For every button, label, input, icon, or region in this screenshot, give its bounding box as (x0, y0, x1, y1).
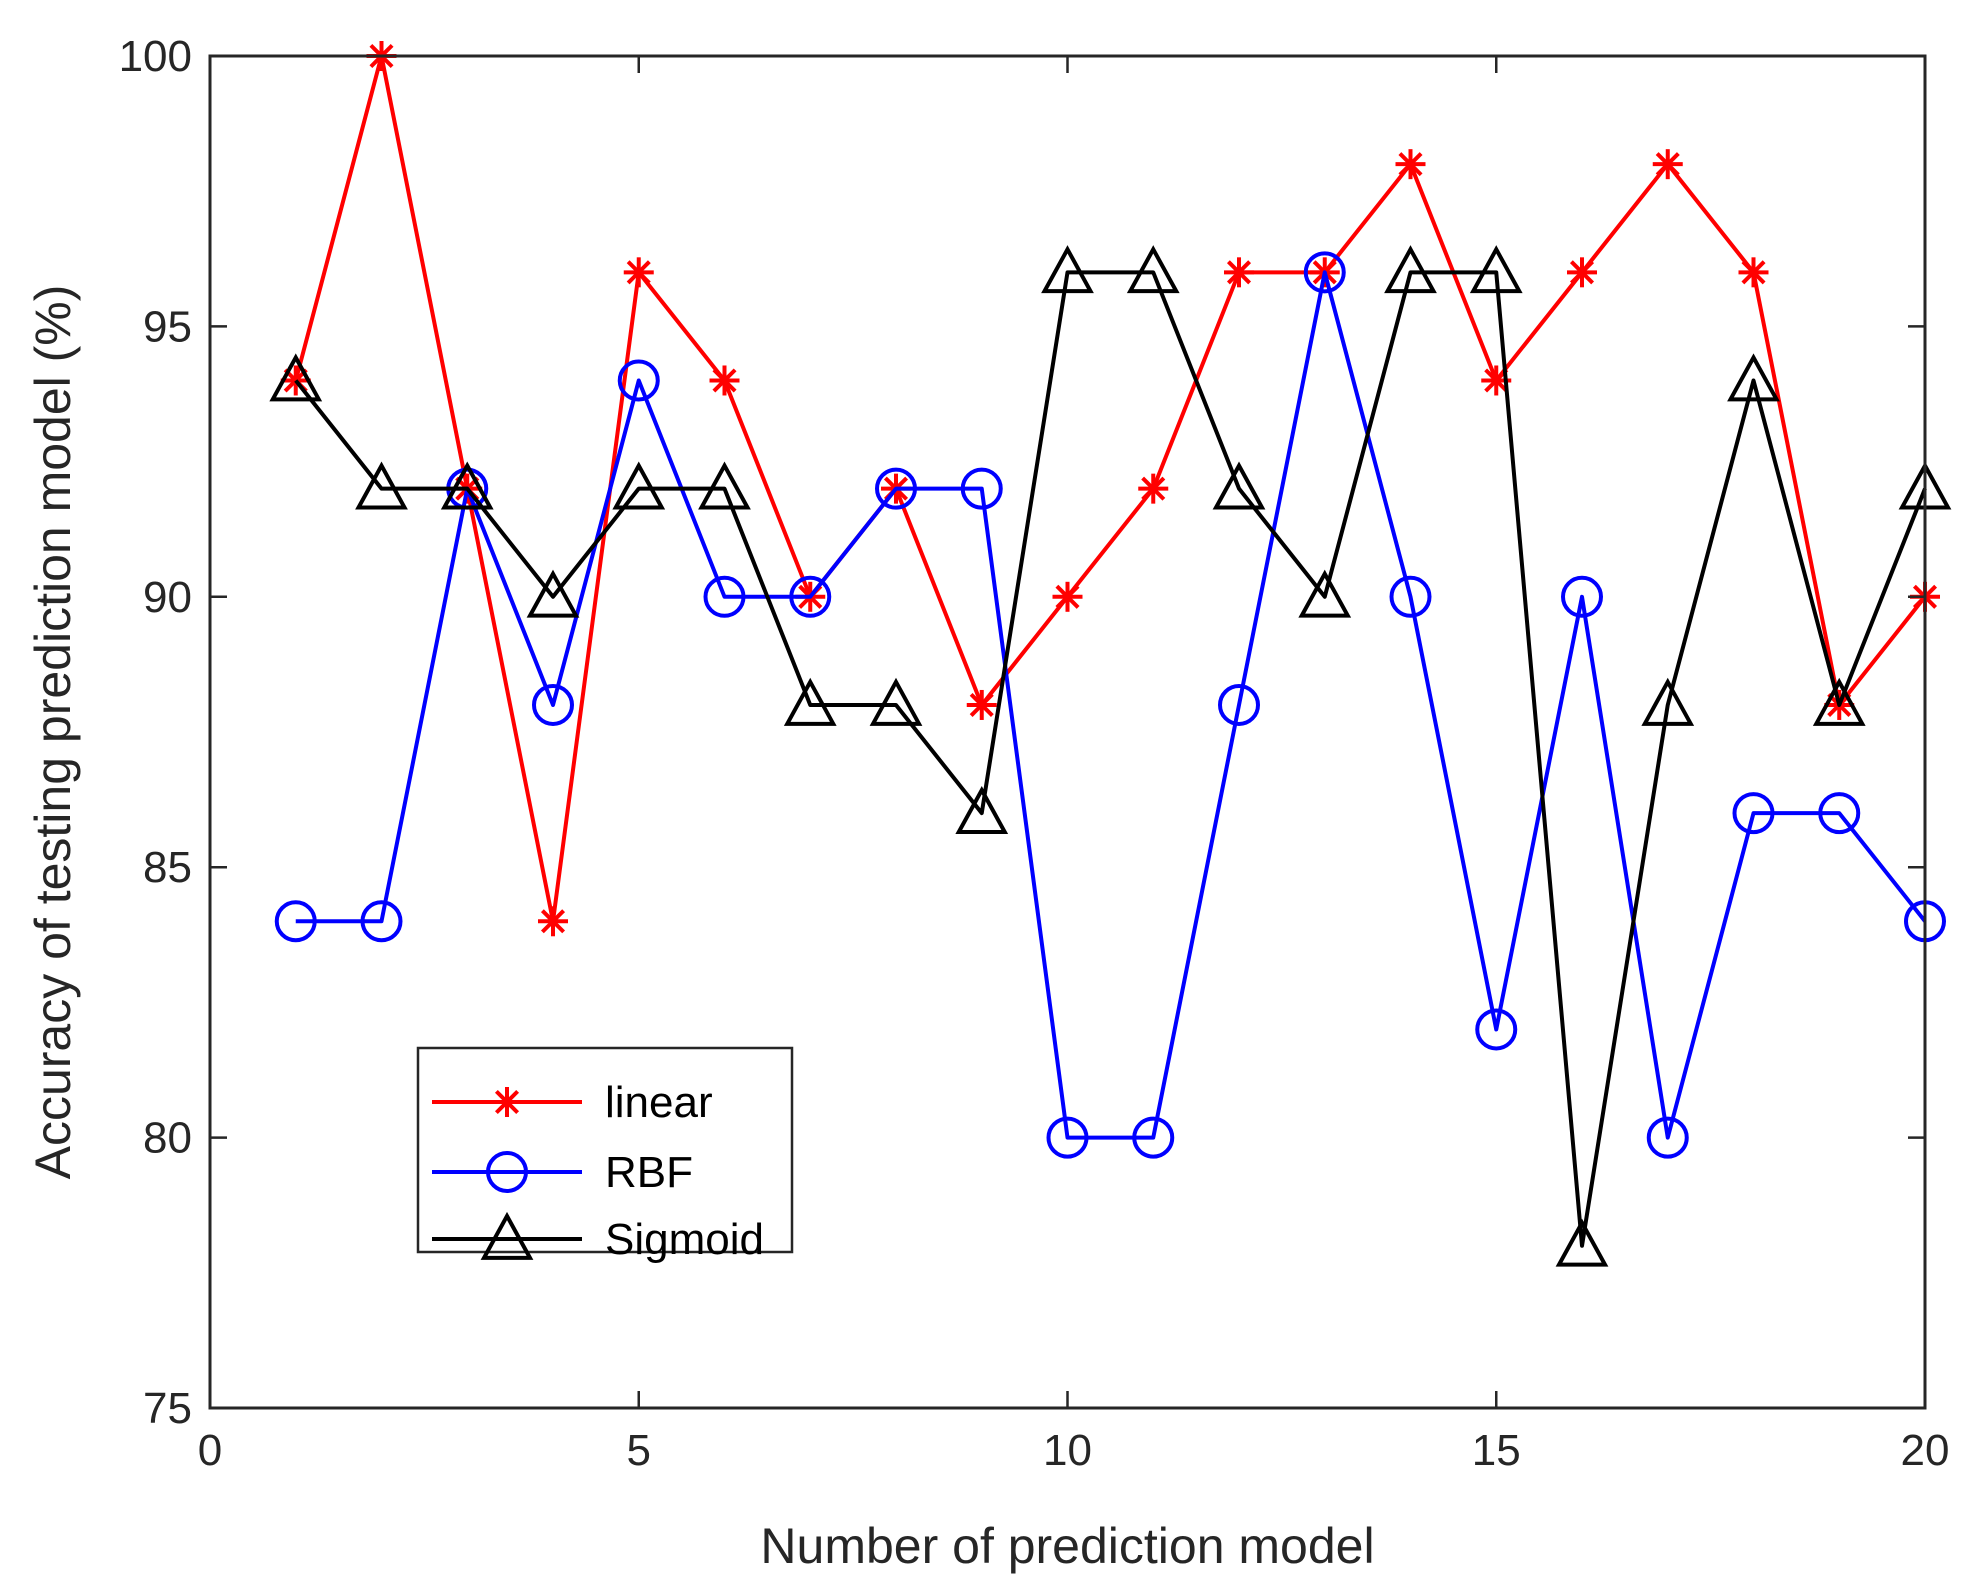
data-point-sigmoid (1812, 677, 1866, 726)
axis-layer: 0 5 10 15 20 75 80 85 90 95 100 (119, 32, 1950, 1475)
data-point-linear (1395, 149, 1426, 180)
data-point-rbf (1303, 251, 1346, 294)
data-point-rbf (1818, 792, 1861, 835)
data-point-sigmoid (1469, 245, 1523, 294)
data-point-rbf (274, 900, 317, 943)
data-point-sigmoid (1641, 677, 1695, 726)
data-point-linear (1738, 257, 1769, 288)
data-point-sigmoid (269, 353, 323, 402)
legend-label-sigmoid: Sigmoid (605, 1215, 764, 1264)
data-point-sigmoid (1041, 245, 1094, 294)
data-point-linear (623, 257, 654, 288)
x-tick-label: 15 (1472, 1426, 1521, 1475)
data-point-sigmoid (783, 677, 837, 726)
series-line-rbf (295, 270, 1927, 1140)
data-point-rbf (1046, 1116, 1089, 1159)
data-point-sigmoid (955, 785, 1009, 834)
data-point-rbf (1561, 575, 1603, 618)
asterisk-stroke (1655, 152, 1680, 177)
data-point-sigmoid (1212, 461, 1266, 510)
data-point-rbf (960, 467, 1003, 510)
legend-entry-rbf: RBF (432, 1148, 693, 1197)
asterisk-stroke (1741, 260, 1766, 285)
y-axis-label: Accuracy of testing prediction model (%) (25, 285, 81, 1180)
data-point-rbf (360, 900, 403, 943)
asterisk-stroke (1055, 584, 1080, 609)
data-point-sigmoid (1555, 1218, 1609, 1267)
data-point-linear (538, 906, 568, 937)
data-point-sigmoid (612, 461, 666, 510)
series-rbf (274, 251, 1946, 1159)
legend-marker-linear (492, 1087, 522, 1117)
asterisk-stroke (1398, 152, 1423, 177)
series-layer (269, 41, 1952, 1267)
data-point-rbf (1732, 792, 1775, 835)
data-point-sigmoid (355, 461, 408, 510)
asterisk-stroke (1226, 260, 1252, 285)
legend: linear RBF Sigmoid (416, 1046, 794, 1264)
data-point-linear (709, 365, 740, 396)
data-point-rbf (1475, 1008, 1518, 1051)
legend-label-linear: linear (605, 1078, 713, 1127)
data-point-linear (966, 689, 997, 720)
data-point-rbf (789, 575, 832, 618)
data-point-linear (1567, 257, 1597, 288)
legend-entries: linear RBF Sigmoid (432, 1078, 764, 1264)
x-tick-label: 10 (1043, 1426, 1092, 1475)
asterisk-stroke (969, 692, 994, 717)
data-point-linear (1138, 473, 1169, 504)
asterisk-stroke (712, 368, 737, 393)
data-point-rbf (1389, 575, 1432, 618)
y-tick-label: 75 (143, 1384, 192, 1433)
legend-box (416, 1046, 794, 1254)
data-point-rbf (703, 575, 746, 618)
data-point-sigmoid (1298, 569, 1352, 618)
data-point-linear (1224, 257, 1254, 288)
legend-entry-sigmoid: Sigmoid (432, 1211, 764, 1264)
asterisk-stroke (1141, 476, 1166, 501)
data-point-sigmoid (1727, 353, 1780, 402)
y-tick-label: 80 (143, 1114, 192, 1163)
series-line-linear (293, 54, 1927, 924)
data-point-sigmoid (440, 461, 494, 510)
asterisk-stroke (626, 260, 651, 285)
asterisk-stroke (1569, 260, 1595, 285)
legend-marker-rbf (486, 1151, 528, 1193)
data-point-rbf (1218, 683, 1260, 726)
data-point-linear (1652, 149, 1683, 180)
x-tick-label: 20 (1901, 1426, 1950, 1475)
x-tick-label: 5 (627, 1426, 651, 1475)
data-point-sigmoid (869, 677, 923, 726)
data-point-rbf (875, 467, 917, 510)
data-point-rbf (1646, 1116, 1689, 1159)
y-tick-label: 95 (143, 302, 192, 351)
series-sigmoid (269, 245, 1952, 1267)
data-point-rbf (617, 359, 660, 402)
asterisk-stroke (494, 1089, 520, 1115)
legend-label-rbf: RBF (605, 1148, 693, 1197)
y-tick-label: 90 (143, 573, 192, 622)
legend-entry-linear: linear (432, 1078, 713, 1127)
legend-marker-sigmoid (480, 1211, 534, 1260)
data-point-sigmoid (698, 461, 751, 510)
data-point-rbf (532, 683, 574, 726)
y-tick-label: 85 (143, 843, 192, 892)
y-tick-label: 100 (119, 32, 192, 81)
series-line-sigmoid (294, 270, 1927, 1248)
x-axis-label: Number of prediction model (760, 1518, 1374, 1574)
data-point-sigmoid (526, 569, 580, 618)
data-point-sigmoid (1384, 245, 1437, 294)
x-tick-label: 0 (198, 1426, 222, 1475)
data-point-sigmoid (1126, 245, 1180, 294)
data-point-rbf (1132, 1116, 1175, 1159)
data-point-linear (1052, 581, 1083, 612)
asterisk-stroke (540, 909, 566, 934)
